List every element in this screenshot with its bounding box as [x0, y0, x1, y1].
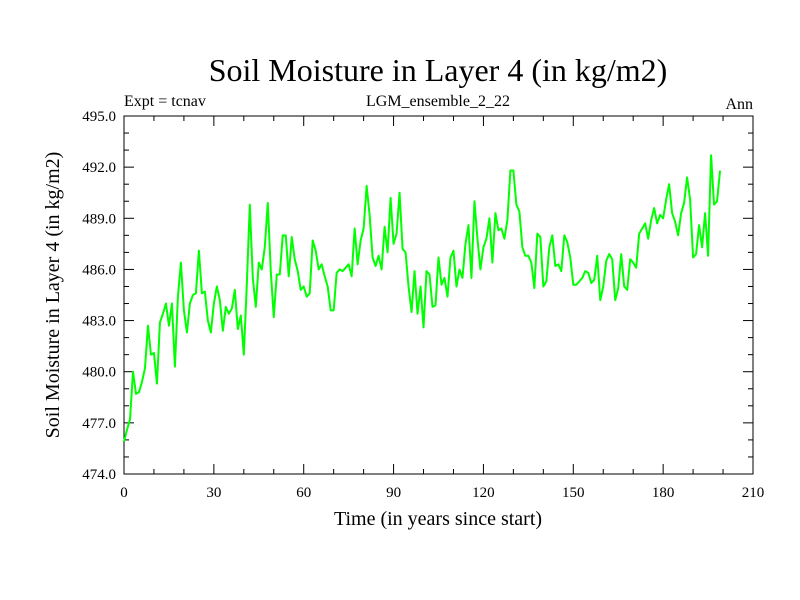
data-series-line: [123, 154, 722, 442]
y-tick-label: 474.0: [82, 467, 116, 483]
x-axis-label: Time (in years since start): [334, 508, 542, 530]
ensemble-label: LGM_ensemble_2_22: [366, 93, 510, 110]
period-label: Ann: [725, 96, 753, 113]
y-tick-label: 480.0: [82, 365, 116, 381]
y-axis-label: Soil Moisture in Layer 4 (in kg/m2): [42, 152, 64, 439]
plot-frame: [123, 115, 754, 475]
x-tick-label: 150: [562, 485, 585, 501]
y-tick-label: 486.0: [82, 262, 116, 278]
x-tick-label: 120: [472, 485, 495, 501]
axis-ticks: 0 30 60 90 120 150 180 210 474.0 477.0 480.0 483.0 4…: [82, 109, 764, 501]
y-tick-label: 492.0: [82, 160, 116, 176]
experiment-label: Expt = tcnav: [124, 93, 206, 110]
x-tick-label: 210: [742, 485, 765, 501]
y-tick-label: 477.0: [82, 416, 116, 432]
x-tick-label: 60: [296, 485, 311, 501]
x-tick-label: 0: [120, 485, 128, 501]
x-tick-label: 90: [386, 485, 401, 501]
x-tick-label: 180: [652, 485, 675, 501]
y-tick-label: 489.0: [82, 211, 116, 227]
chart-title: Soil Moisture in Layer 4 (in kg/m2): [209, 52, 668, 88]
y-tick-label: 495.0: [82, 109, 116, 125]
y-tick-label: 483.0: [82, 314, 116, 330]
x-tick-label: 30: [206, 485, 221, 501]
